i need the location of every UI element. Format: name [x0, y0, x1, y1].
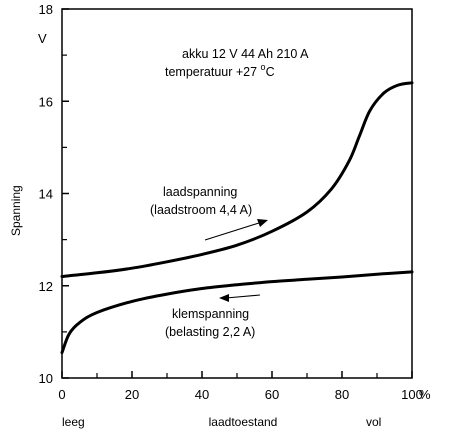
series-line-klemspanning — [60, 270, 414, 355]
y-tick-label: 14 — [39, 187, 53, 202]
y-tick-label: 18 — [39, 2, 53, 17]
x-tick-label: 60 — [265, 387, 279, 402]
x-label-left: leeg — [62, 415, 85, 429]
series-curves — [60, 81, 414, 355]
y-axis-label: Spanning — [9, 185, 23, 236]
klemspanning-arrow — [219, 294, 261, 302]
x-tick-label: 100 — [401, 387, 423, 402]
annotation-temperature: temperatuur +27 — [165, 65, 261, 79]
x-axis-ticks: 0 20 40 60 80 100 — [58, 371, 423, 402]
x-unit: % — [419, 387, 431, 402]
laadspanning-arrow — [204, 219, 268, 241]
x-label-right: vol — [366, 415, 381, 429]
y-unit: V — [38, 31, 47, 46]
y-tick-label: 10 — [39, 371, 53, 386]
temperature-unit: C — [266, 65, 275, 79]
y-tick-label: 12 — [39, 279, 53, 294]
x-tick-label: 20 — [125, 387, 139, 402]
x-tick-label: 80 — [335, 387, 349, 402]
degree-sign: o — [261, 62, 266, 72]
x-axis-label: laadtoestand — [209, 415, 278, 429]
x-tick-label: 0 — [58, 387, 65, 402]
x-tick-label: 40 — [195, 387, 209, 402]
series-line-laadspanning — [60, 81, 414, 278]
klemspanning-sublabel: (belasting 2,2 A) — [165, 325, 255, 339]
annotation-line-1: akku 12 V 44 Ah 210 A — [182, 47, 309, 61]
laadspanning-sublabel: (laadstroom 4,4 A) — [150, 203, 252, 217]
y-axis-ticks: 10 12 14 16 18 — [39, 2, 69, 386]
klemspanning-label: klemspanning — [172, 307, 249, 321]
annotation-line-2: temperatuur +27 oC — [165, 62, 275, 79]
y-tick-label: 16 — [39, 94, 53, 109]
laadspanning-label: laadspanning — [163, 185, 237, 199]
